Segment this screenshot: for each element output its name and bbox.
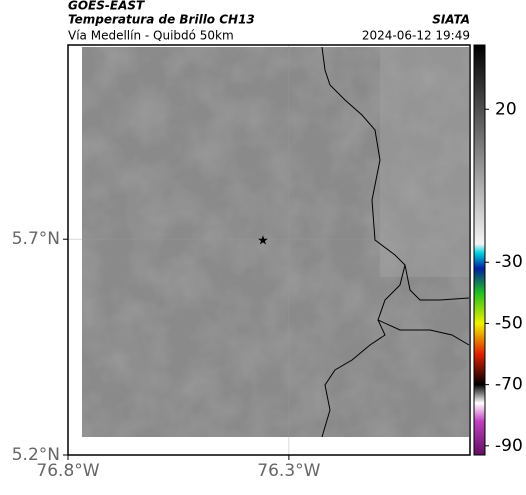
x-tick-label: 76.3°W	[257, 461, 320, 481]
subtitle: Vía Medellín - Quibdó 50km	[68, 29, 234, 43]
title: Temperatura de Brillo CH13	[68, 13, 255, 27]
source: SIATA	[432, 13, 470, 27]
border-line	[404, 264, 470, 301]
map-frame	[67, 44, 471, 456]
colorbar-tick-label: 20	[495, 99, 517, 119]
image-texture	[82, 47, 469, 437]
location-star: ★	[257, 234, 269, 249]
colorbar-tick-label: -30	[495, 252, 523, 272]
colorbar	[473, 44, 486, 456]
colorbar-tick-label: -90	[495, 436, 523, 456]
y-tick-label: 5.7°N	[12, 229, 60, 249]
border-line	[321, 319, 386, 438]
colorbar-tick-label: -50	[495, 313, 523, 333]
agency: GOES-EAST	[68, 0, 145, 13]
border-line	[321, 46, 470, 346]
timestamp: 2024-06-12 19:49	[362, 29, 470, 43]
x-tick-label: 76.8°W	[36, 461, 99, 481]
y-tick-label: 5.2°N	[12, 445, 60, 465]
image-bright	[380, 47, 469, 277]
satellite-image	[82, 47, 469, 437]
colorbar-tick-label: -70	[495, 375, 523, 395]
